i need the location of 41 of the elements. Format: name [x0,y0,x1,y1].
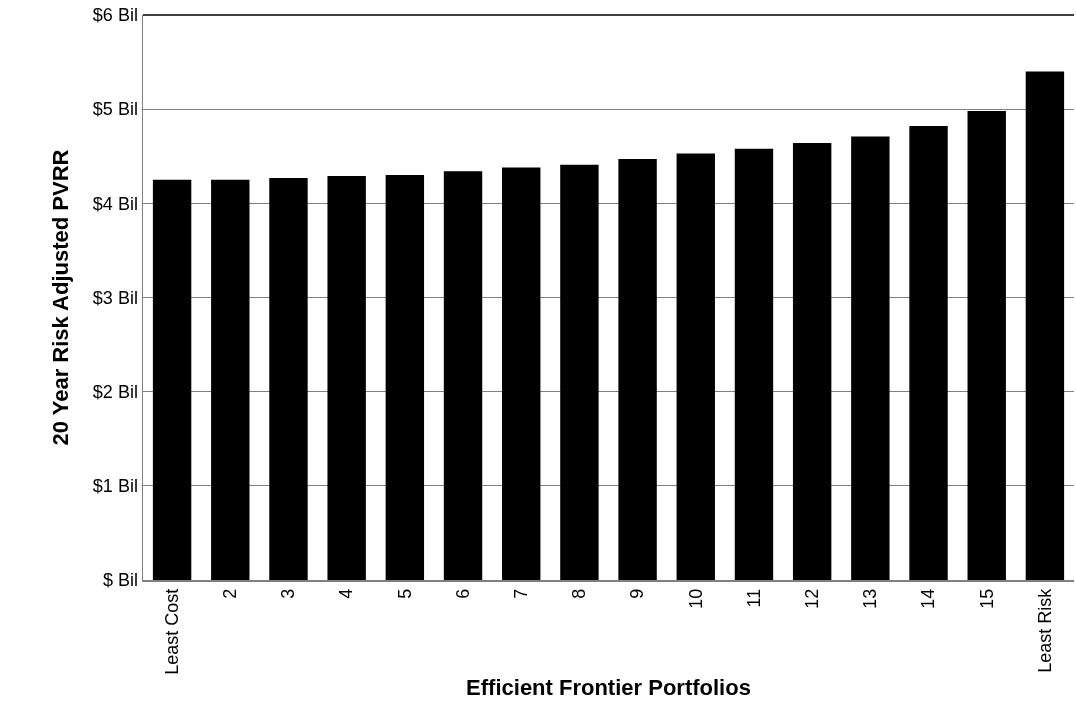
bar [909,126,948,580]
x-tick-label: 14 [918,588,939,609]
bar [1025,71,1065,580]
bar [560,164,599,580]
y-tick-label: $3 Bil [92,287,138,308]
x-tick-label: 11 [743,588,764,608]
x-tick-label: 2 [220,588,241,599]
bar [152,179,192,580]
x-tick-label: 6 [452,588,473,599]
y-tick-label: $ Bil [102,570,138,591]
x-tick-label: 13 [860,588,881,609]
bar [618,159,657,580]
x-tick-label: 5 [394,588,415,599]
bar [385,175,425,580]
bar [851,136,890,580]
bar [269,177,308,580]
bar [734,148,774,580]
bar [502,167,541,580]
x-tick-label: 8 [569,588,590,599]
bar [443,171,483,580]
bar [967,111,1006,580]
y-tick-label: $4 Bil [92,193,138,214]
x-tick-label: Least Risk [1034,587,1055,673]
x-tick-label: Least Cost [161,588,182,675]
x-tick-label: 4 [336,588,357,599]
y-tick-label: $5 Bil [92,99,138,120]
bar [327,176,366,580]
x-tick-label: 7 [511,588,532,599]
x-axis-title: Efficient Frontier Portfolios [466,675,751,701]
bar [676,153,715,580]
y-tick-label: $2 Bil [92,381,138,402]
x-tick-label: 3 [278,588,299,599]
x-tick-label: 15 [976,588,997,609]
y-tick-label: $1 Bil [92,476,138,497]
bar [792,143,832,580]
bar [211,179,250,580]
x-tick-label: 12 [802,588,823,609]
x-tick-label: 10 [685,588,706,609]
x-tick-label: 9 [627,588,648,599]
y-axis-title: 20 Year Risk Adjusted PVRR [47,149,73,446]
y-tick-label: $6 Bil [92,5,138,26]
